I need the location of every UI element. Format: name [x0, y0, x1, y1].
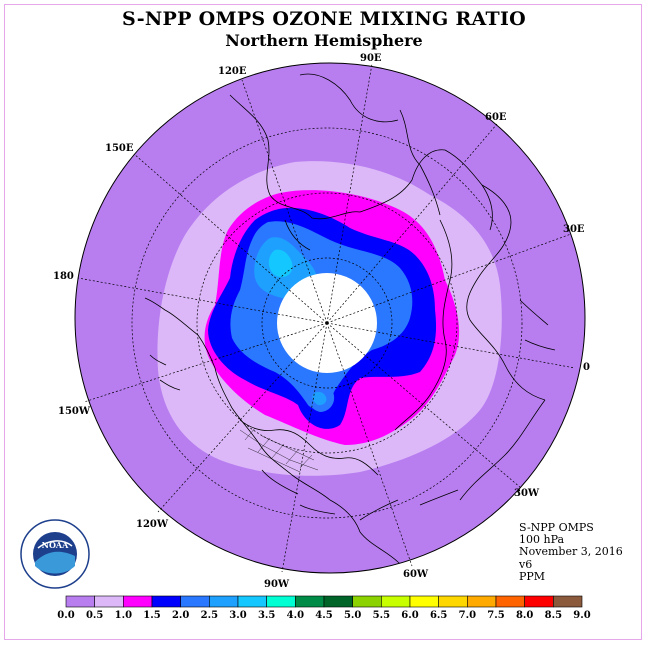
lon-label-120w: 120W [136, 519, 169, 530]
colorbar-tick-label: 5.0 [344, 610, 361, 621]
lon-label-60e: 60E [485, 112, 507, 123]
colorbar-tick-label: 0.5 [86, 610, 103, 621]
colorbar-swatch [151, 595, 181, 608]
colorbar-swatch [295, 595, 325, 608]
info-instrument: S-NPP OMPS [519, 521, 594, 534]
lon-label-60w: 60W [403, 569, 429, 580]
colorbar-tick-label: 8.0 [516, 610, 533, 621]
colorbar-swatch [524, 595, 554, 608]
colorbar-swatch [237, 595, 267, 608]
colorbar-tick-label: 6.5 [430, 610, 447, 621]
colorbar-tick-label: 4.0 [287, 610, 304, 621]
colorbar-swatch [381, 595, 411, 608]
graticule-circles [131, 127, 523, 519]
colorbar-swatch [266, 595, 296, 608]
colorbar-tick-label: 3.5 [258, 610, 275, 621]
colorbar-tick-label: 0.0 [57, 610, 74, 621]
lon-label-150e: 150E [105, 143, 134, 154]
colorbar-swatch [438, 595, 468, 608]
plot-frame [4, 4, 642, 640]
coastlines [144, 73, 556, 573]
colorbar-swatch [467, 595, 497, 608]
colorbar-tick-label: 8.5 [545, 610, 562, 621]
colorbar-swatch [180, 595, 210, 608]
colorbar-tick-label: 7.0 [459, 610, 476, 621]
lon-label-30w: 30W [514, 488, 540, 499]
colorbar-tick-label: 1.0 [115, 610, 132, 621]
colorbar: 0.0 0.5 1.0 1.5 2.0 2.5 3.0 3.5 4.0 4.5 5.0 5.5 6.0 6… [57, 595, 591, 621]
map-title: S-NPP OMPS OZONE MIXING RATIO [121, 8, 527, 30]
lon-label-150w: 150W [58, 406, 91, 417]
colorbar-tick-label: 6.0 [401, 610, 418, 621]
contour-3-0 [268, 249, 293, 278]
colorbar-tick-label: 2.5 [201, 610, 218, 621]
colorbar-tick-label: 4.5 [315, 610, 332, 621]
colorbar-tick-label: 9.0 [573, 610, 590, 621]
lon-label-30e: 30E [563, 224, 585, 235]
colorbar-swatch [553, 595, 583, 608]
info-level: 100 hPa [519, 533, 565, 547]
info-block: S-NPP OMPS 100 hPa November 3, 2016 v6 P… [519, 521, 623, 583]
lon-label-90w: 90W [264, 579, 290, 590]
colorbar-swatch [323, 595, 353, 608]
colorbar-tick-label: 1.5 [143, 610, 160, 621]
info-version: v6 [519, 557, 533, 571]
lon-label-120e: 120E [218, 66, 247, 77]
colorbar-tick-label: 5.5 [373, 610, 390, 621]
colorbar-swatch [352, 595, 382, 608]
lon-label-180: 180 [53, 271, 74, 282]
contour-1-5-pacific [312, 391, 327, 406]
info-date: November 3, 2016 [519, 545, 623, 559]
longitude-labels: 90E 60E 30E 0 30W 60W 90W 120W 150W 180 … [53, 53, 590, 590]
noaa-logo-text: NOAA [42, 540, 69, 550]
lon-label-90e: 90E [360, 53, 382, 64]
colorbar-tick-label: 3.0 [229, 610, 246, 621]
colorbar-tick-label: 7.5 [487, 610, 504, 621]
us-state-borders [239, 427, 319, 473]
colorbar-tick-label: 2.0 [172, 610, 189, 621]
colorbar-swatch [65, 595, 95, 608]
lon-label-0: 0 [583, 362, 590, 373]
colorbar-swatch [495, 595, 525, 608]
map-subtitle: Northern Hemisphere [225, 31, 423, 50]
graticule-meridians [77, 63, 576, 573]
colorbar-swatch [209, 595, 239, 608]
noaa-logo: NOAA [20, 519, 90, 589]
colorbar-swatch [409, 595, 439, 608]
colorbar-swatch [123, 595, 153, 608]
info-units: PPM [519, 569, 546, 583]
colorbar-swatch [94, 595, 124, 608]
map-outline [74, 62, 586, 574]
